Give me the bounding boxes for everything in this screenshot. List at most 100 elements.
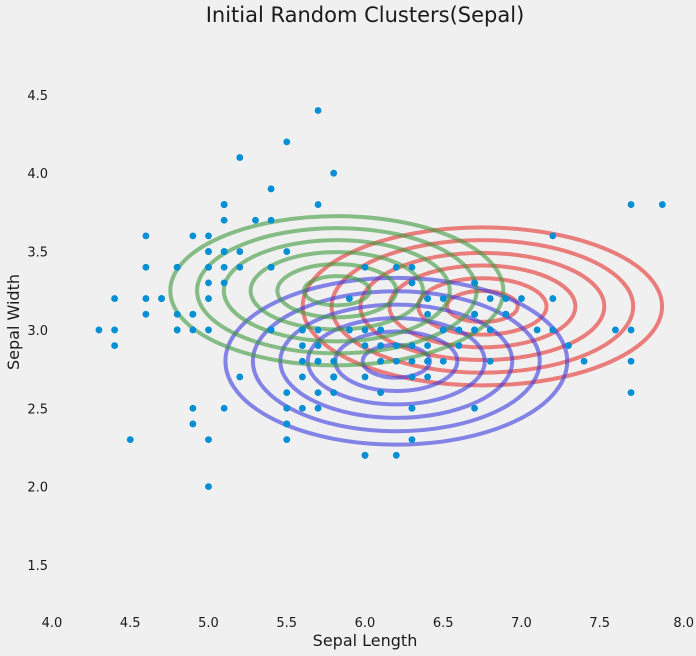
data-point-71 (345, 295, 353, 302)
data-point-42 (126, 436, 134, 444)
data-point-144 (486, 295, 494, 302)
data-point-94 (205, 436, 212, 444)
data-point-36 (205, 295, 212, 302)
data-point-96 (314, 326, 322, 334)
data-point-7 (142, 263, 150, 271)
data-point-79 (361, 342, 369, 349)
data-point-37 (283, 248, 291, 255)
data-point-24 (220, 279, 228, 287)
x-tick-label: 5.0 (198, 616, 219, 631)
data-points (95, 107, 666, 491)
data-point-51 (518, 295, 525, 302)
data-point-101 (408, 279, 416, 287)
data-point-9 (111, 342, 118, 349)
data-point-59 (455, 342, 463, 349)
data-point-15 (330, 169, 338, 177)
data-point-127 (392, 357, 400, 365)
data-point-122 (299, 357, 306, 365)
data-point-44 (205, 248, 212, 255)
data-point-84 (361, 373, 369, 381)
data-point-27 (205, 263, 212, 271)
data-point-108 (565, 342, 572, 349)
y-tick-label: 2.0 (27, 481, 48, 496)
data-point-69 (392, 451, 400, 459)
cluster-3-contour-2 (275, 262, 399, 320)
data-point-110 (549, 232, 557, 240)
x-tick-label: 5.5 (276, 616, 297, 631)
cluster-contours (168, 214, 665, 447)
cluster-3-contour-6 (168, 214, 506, 368)
y-tick-label: 4.0 (27, 167, 48, 182)
data-point-148 (439, 326, 447, 334)
data-point-145 (471, 279, 478, 287)
data-point-19 (314, 201, 322, 208)
data-point-104 (408, 342, 416, 349)
data-point-5 (205, 232, 212, 240)
data-point-85 (267, 326, 275, 334)
data-point-132 (658, 201, 666, 208)
data-point-22 (220, 216, 228, 224)
data-point-100 (314, 357, 322, 365)
data-point-28 (236, 248, 244, 255)
data-point-106 (612, 326, 619, 334)
x-tick-label: 4.0 (42, 616, 63, 631)
data-point-99 (220, 404, 228, 412)
data-point-16 (314, 107, 322, 114)
data-point-123 (627, 357, 635, 365)
data-point-43 (111, 295, 118, 302)
data-point-138 (424, 310, 431, 318)
data-point-58 (189, 420, 197, 428)
data-point-93 (330, 389, 338, 397)
data-point-135 (377, 389, 385, 397)
data-point-112 (424, 373, 431, 381)
data-point-120 (361, 451, 369, 459)
data-point-137 (408, 263, 416, 271)
y-axis-label: Sepal Width (4, 274, 23, 370)
x-tick-label: 7.0 (511, 616, 532, 631)
data-point-91 (283, 389, 291, 397)
data-point-30 (158, 295, 165, 302)
data-point-39 (111, 326, 118, 334)
data-point-25 (173, 263, 181, 271)
chart-title: Initial Random Clusters(Sepal) (206, 3, 525, 27)
data-point-124 (408, 373, 416, 381)
data-point-134 (408, 357, 416, 365)
data-point-77 (486, 357, 494, 365)
data-point-38 (189, 232, 197, 240)
data-point-46 (173, 326, 181, 334)
y-tick-label: 2.5 (27, 402, 48, 417)
data-point-97 (314, 342, 322, 349)
data-point-47 (220, 201, 228, 208)
data-point-139 (361, 326, 369, 334)
data-point-133 (424, 357, 431, 365)
cluster-3-contour-5 (195, 226, 479, 356)
x-axis-label: Sepal Length (313, 631, 418, 650)
data-point-48 (142, 295, 150, 302)
data-point-11 (267, 216, 275, 224)
y-tick-label: 4.5 (27, 89, 48, 104)
x-tick-label: 4.5 (120, 616, 141, 631)
data-point-14 (95, 326, 103, 334)
data-point-35 (189, 310, 197, 318)
data-point-128 (377, 326, 385, 334)
data-point-119 (627, 389, 635, 397)
data-point-40 (220, 263, 228, 271)
data-point-103 (533, 326, 541, 334)
data-point-80 (314, 389, 322, 397)
x-tick-label: 6.0 (355, 616, 376, 631)
x-tick-label: 6.5 (433, 616, 454, 631)
data-point-74 (377, 357, 385, 365)
data-point-142 (502, 310, 510, 318)
data-point-76 (455, 326, 463, 334)
data-point-109 (471, 404, 478, 412)
data-point-130 (549, 326, 557, 334)
cluster-2-contour-6 (223, 275, 570, 447)
data-point-143 (330, 373, 338, 381)
y-tick-label: 1.5 (27, 559, 48, 574)
data-point-4 (142, 310, 150, 318)
data-point-115 (330, 357, 338, 365)
data-point-65 (299, 342, 306, 349)
data-point-131 (580, 357, 588, 365)
data-point-126 (549, 295, 557, 302)
